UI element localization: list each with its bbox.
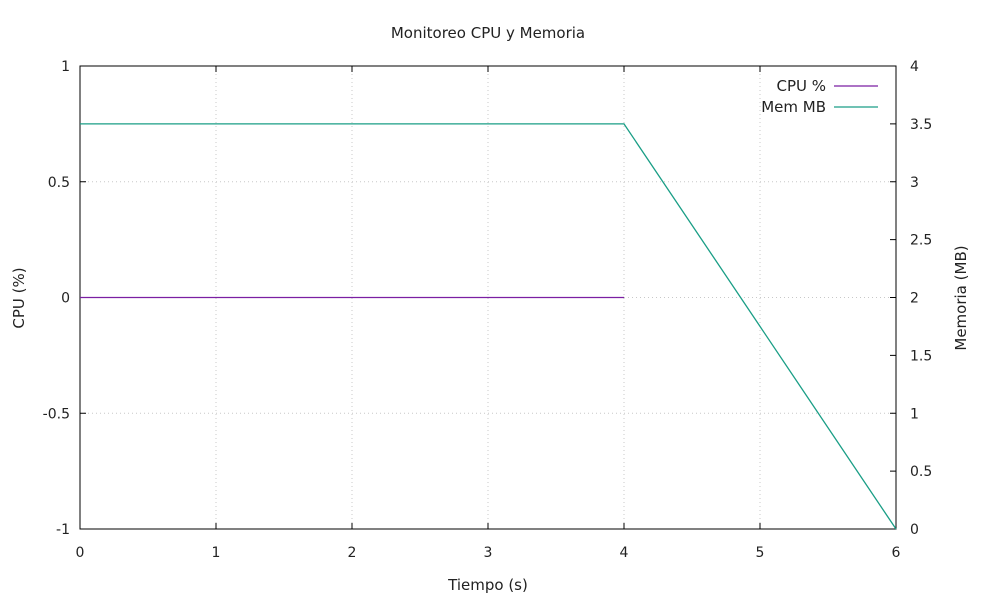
- y2-tick-label: 3.5: [910, 117, 932, 133]
- legend: CPU % Mem MB: [761, 77, 878, 116]
- x-tick-label: 6: [892, 545, 901, 561]
- y2-tick-label: 0: [910, 522, 919, 538]
- x-tick-label: 5: [756, 545, 765, 561]
- x-tick-label: 1: [212, 545, 221, 561]
- y2-tick-label: 3: [910, 175, 919, 191]
- y-axis-title: CPU (%): [10, 267, 28, 328]
- y2-tick-label: 2.5: [910, 233, 932, 249]
- x-tick-label: 2: [348, 545, 357, 561]
- y2-tick-label: 1.5: [910, 348, 932, 364]
- axis-ticks: 0 1 2 3 4 5 6 -1 -0.5 0 0.5 1 0 0.5 1 1.5 2 2.5 3 3.5 4: [43, 59, 933, 561]
- y2-tick-label: 2: [910, 291, 919, 307]
- y2-tick-label: 4: [910, 59, 919, 75]
- x-tick-label: 0: [76, 545, 85, 561]
- y2-tick-label: 1: [910, 406, 919, 422]
- x-axis-title: Tiempo (s): [447, 576, 528, 594]
- y-tick-label: -0.5: [43, 406, 70, 422]
- series-line-mem: [80, 123, 897, 530]
- x-tick-label: 4: [620, 545, 629, 561]
- y-tick-label: -1: [56, 522, 70, 538]
- legend-label: Mem MB: [761, 98, 826, 116]
- chart-title: Monitoreo CPU y Memoria: [391, 24, 585, 42]
- y2-tick-label: 0.5: [910, 464, 932, 480]
- y2-axis-title: Memoria (MB): [952, 245, 970, 350]
- y-tick-label: 0: [61, 291, 70, 307]
- y-tick-label: 1: [61, 59, 70, 75]
- x-tick-label: 3: [484, 545, 493, 561]
- legend-label: CPU %: [776, 77, 826, 95]
- series-lines: [80, 123, 897, 530]
- y-tick-label: 0.5: [48, 175, 70, 191]
